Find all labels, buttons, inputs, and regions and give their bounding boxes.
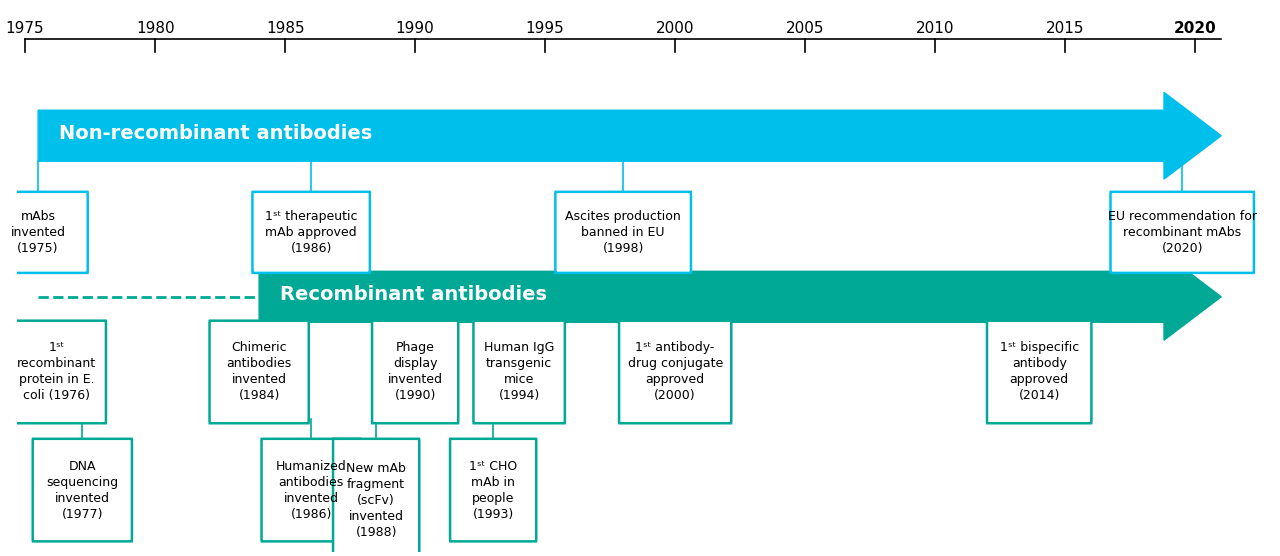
Text: 1990: 1990: [396, 21, 434, 36]
Text: 2005: 2005: [786, 21, 824, 36]
FancyBboxPatch shape: [333, 439, 420, 556]
FancyBboxPatch shape: [33, 439, 132, 542]
FancyBboxPatch shape: [556, 192, 691, 273]
FancyBboxPatch shape: [210, 321, 308, 423]
Text: 2020: 2020: [1174, 21, 1216, 36]
Text: Non-recombinant antibodies: Non-recombinant antibodies: [59, 123, 372, 142]
Text: 1ˢᵗ
recombinant
protein in E.
coli (1976): 1ˢᵗ recombinant protein in E. coli (1976…: [17, 341, 96, 403]
Text: 1ˢᵗ CHO
mAb in
people
(1993): 1ˢᵗ CHO mAb in people (1993): [468, 460, 517, 520]
Text: 2000: 2000: [655, 21, 695, 36]
FancyBboxPatch shape: [451, 439, 536, 542]
Text: Recombinant antibodies: Recombinant antibodies: [280, 285, 547, 304]
FancyBboxPatch shape: [474, 321, 564, 423]
Text: 2010: 2010: [916, 21, 955, 36]
Text: 1ˢᵗ bispecific
antibody
approved
(2014): 1ˢᵗ bispecific antibody approved (2014): [1000, 341, 1079, 403]
Text: 1985: 1985: [266, 21, 305, 36]
Text: 1980: 1980: [136, 21, 174, 36]
Text: 1ˢᵗ antibody-
drug conjugate
approved
(2000): 1ˢᵗ antibody- drug conjugate approved (2…: [627, 341, 723, 403]
FancyBboxPatch shape: [1111, 192, 1254, 273]
Text: 1995: 1995: [526, 21, 564, 36]
Text: EU recommendation for
recombinant mAbs
(2020): EU recommendation for recombinant mAbs (…: [1107, 210, 1257, 255]
FancyBboxPatch shape: [372, 321, 458, 423]
FancyBboxPatch shape: [261, 439, 361, 542]
FancyArrow shape: [38, 92, 1221, 179]
FancyBboxPatch shape: [620, 321, 731, 423]
Text: Ascites production
banned in EU
(1998): Ascites production banned in EU (1998): [566, 210, 681, 255]
Text: 2015: 2015: [1046, 21, 1084, 36]
FancyBboxPatch shape: [987, 321, 1092, 423]
Text: 1975: 1975: [6, 21, 45, 36]
Text: mAbs
invented
(1975): mAbs invented (1975): [10, 210, 65, 255]
FancyBboxPatch shape: [252, 192, 370, 273]
FancyArrow shape: [259, 254, 1221, 340]
Text: Humanized
antibodies
invented
(1986): Humanized antibodies invented (1986): [275, 460, 347, 520]
Text: 1ˢᵗ therapeutic
mAb approved
(1986): 1ˢᵗ therapeutic mAb approved (1986): [265, 210, 357, 255]
Text: DNA
sequencing
invented
(1977): DNA sequencing invented (1977): [46, 460, 118, 520]
Text: Human IgG
transgenic
mice
(1994): Human IgG transgenic mice (1994): [484, 341, 554, 403]
Text: Phage
display
invented
(1990): Phage display invented (1990): [388, 341, 443, 403]
FancyBboxPatch shape: [0, 192, 88, 273]
Text: New mAb
fragment
(scFv)
invented
(1988): New mAb fragment (scFv) invented (1988): [346, 463, 406, 539]
Text: Chimeric
antibodies
invented
(1984): Chimeric antibodies invented (1984): [227, 341, 292, 403]
FancyBboxPatch shape: [6, 321, 106, 423]
